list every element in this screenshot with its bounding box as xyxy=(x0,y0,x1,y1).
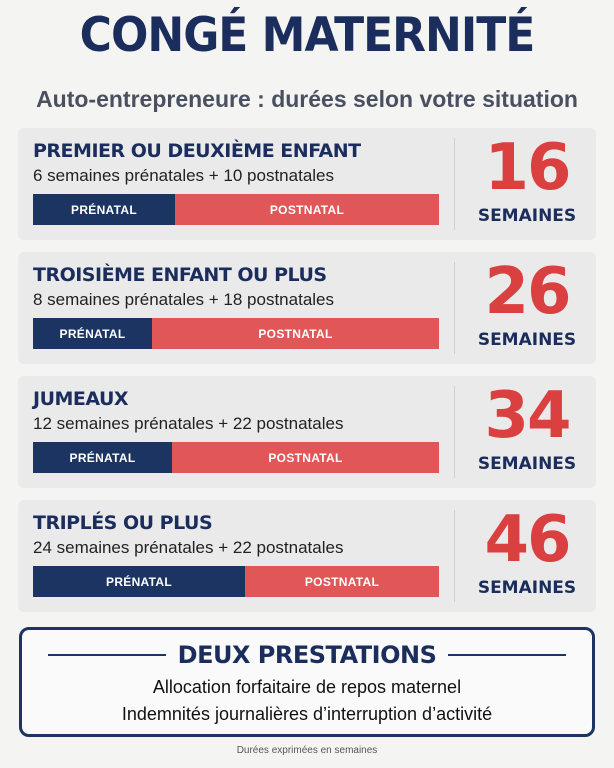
duration-bar: PRÉNATAL POSTNATAL xyxy=(33,442,439,473)
prenatal-segment: PRÉNATAL xyxy=(33,442,172,473)
weeks-unit: SEMAINES xyxy=(477,330,577,350)
situation-card-1: PREMIER OU DEUXIÈME ENFANT 6 semaines pr… xyxy=(18,128,596,240)
postnatal-label: POSTNATAL xyxy=(258,326,333,341)
situation-card-3: JUMEAUX 12 semaines prénatales + 22 post… xyxy=(18,376,596,488)
duration-bar: PRÉNATAL POSTNATAL xyxy=(33,194,439,225)
prenatal-label: PRÉNATAL xyxy=(71,202,137,217)
total-weeks: 26 xyxy=(484,255,571,329)
postnatal-segment: POSTNATAL xyxy=(152,318,439,349)
page-title: CONGÉ MATERNITÉ xyxy=(79,7,536,64)
duration-bar: PRÉNATAL POSTNATAL xyxy=(33,566,439,597)
situation-detail: 12 semaines prénatales + 22 postnatales xyxy=(33,414,344,433)
weeks-unit: SEMAINES xyxy=(477,454,577,474)
situation-detail: 24 semaines prénatales + 22 postnatales xyxy=(33,538,344,557)
situation-card-4: TRIPLÉS OU PLUS 24 semaines prénatales +… xyxy=(18,500,596,612)
footnote: Durées exprimées en semaines xyxy=(236,745,378,756)
postnatal-label: POSTNATAL xyxy=(268,450,343,465)
postnatal-label: POSTNATAL xyxy=(269,202,345,217)
situation-title: PREMIER OU DEUXIÈME ENFANT xyxy=(33,140,361,162)
situation-detail: 8 semaines prénatales + 18 postnatales xyxy=(33,290,335,309)
postnatal-label: POSTNATAL xyxy=(304,574,380,589)
situation-title: TRIPLÉS OU PLUS xyxy=(33,512,213,534)
duration-bar: PRÉNATAL POSTNATAL xyxy=(33,318,439,349)
situation-title: TROISIÈME ENFANT OU PLUS xyxy=(33,264,327,286)
card-divider xyxy=(454,262,455,354)
postnatal-segment: POSTNATAL xyxy=(175,194,439,225)
situation-title: JUMEAUX xyxy=(33,388,129,410)
card-divider xyxy=(454,138,455,230)
prenatal-segment: PRÉNATAL xyxy=(33,566,245,597)
header-rule-left xyxy=(47,654,166,656)
postnatal-segment: POSTNATAL xyxy=(245,566,439,597)
total-weeks: 46 xyxy=(484,503,571,577)
weeks-unit: SEMAINES xyxy=(477,578,577,598)
prenatal-label: PRÉNATAL xyxy=(106,574,172,589)
total-weeks: 34 xyxy=(484,379,571,453)
weeks-unit: SEMAINES xyxy=(477,206,577,226)
card-divider xyxy=(454,510,455,602)
situation-detail: 6 semaines prénatales + 10 postnatales xyxy=(33,166,335,185)
benefit-item: Indemnités journalières d’interruption d… xyxy=(121,704,493,724)
benefits-box: DEUX PRESTATIONS Allocation forfaitaire … xyxy=(19,627,595,737)
prenatal-segment: PRÉNATAL xyxy=(33,194,175,225)
benefits-header: DEUX PRESTATIONS xyxy=(22,640,592,670)
prenatal-segment: PRÉNATAL xyxy=(33,318,152,349)
page-subtitle: Auto-entrepreneure : durées selon votre … xyxy=(36,86,578,112)
card-divider xyxy=(454,386,455,478)
prenatal-label: PRÉNATAL xyxy=(69,450,136,465)
postnatal-segment: POSTNATAL xyxy=(172,442,439,473)
total-weeks: 16 xyxy=(484,131,571,205)
situation-card-2: TROISIÈME ENFANT OU PLUS 8 semaines prén… xyxy=(18,252,596,364)
benefit-item: Allocation forfaitaire de repos maternel xyxy=(152,677,462,697)
prenatal-label: PRÉNATAL xyxy=(59,326,126,341)
header-rule-right xyxy=(448,654,567,656)
benefits-title: DEUX PRESTATIONS xyxy=(177,641,437,669)
